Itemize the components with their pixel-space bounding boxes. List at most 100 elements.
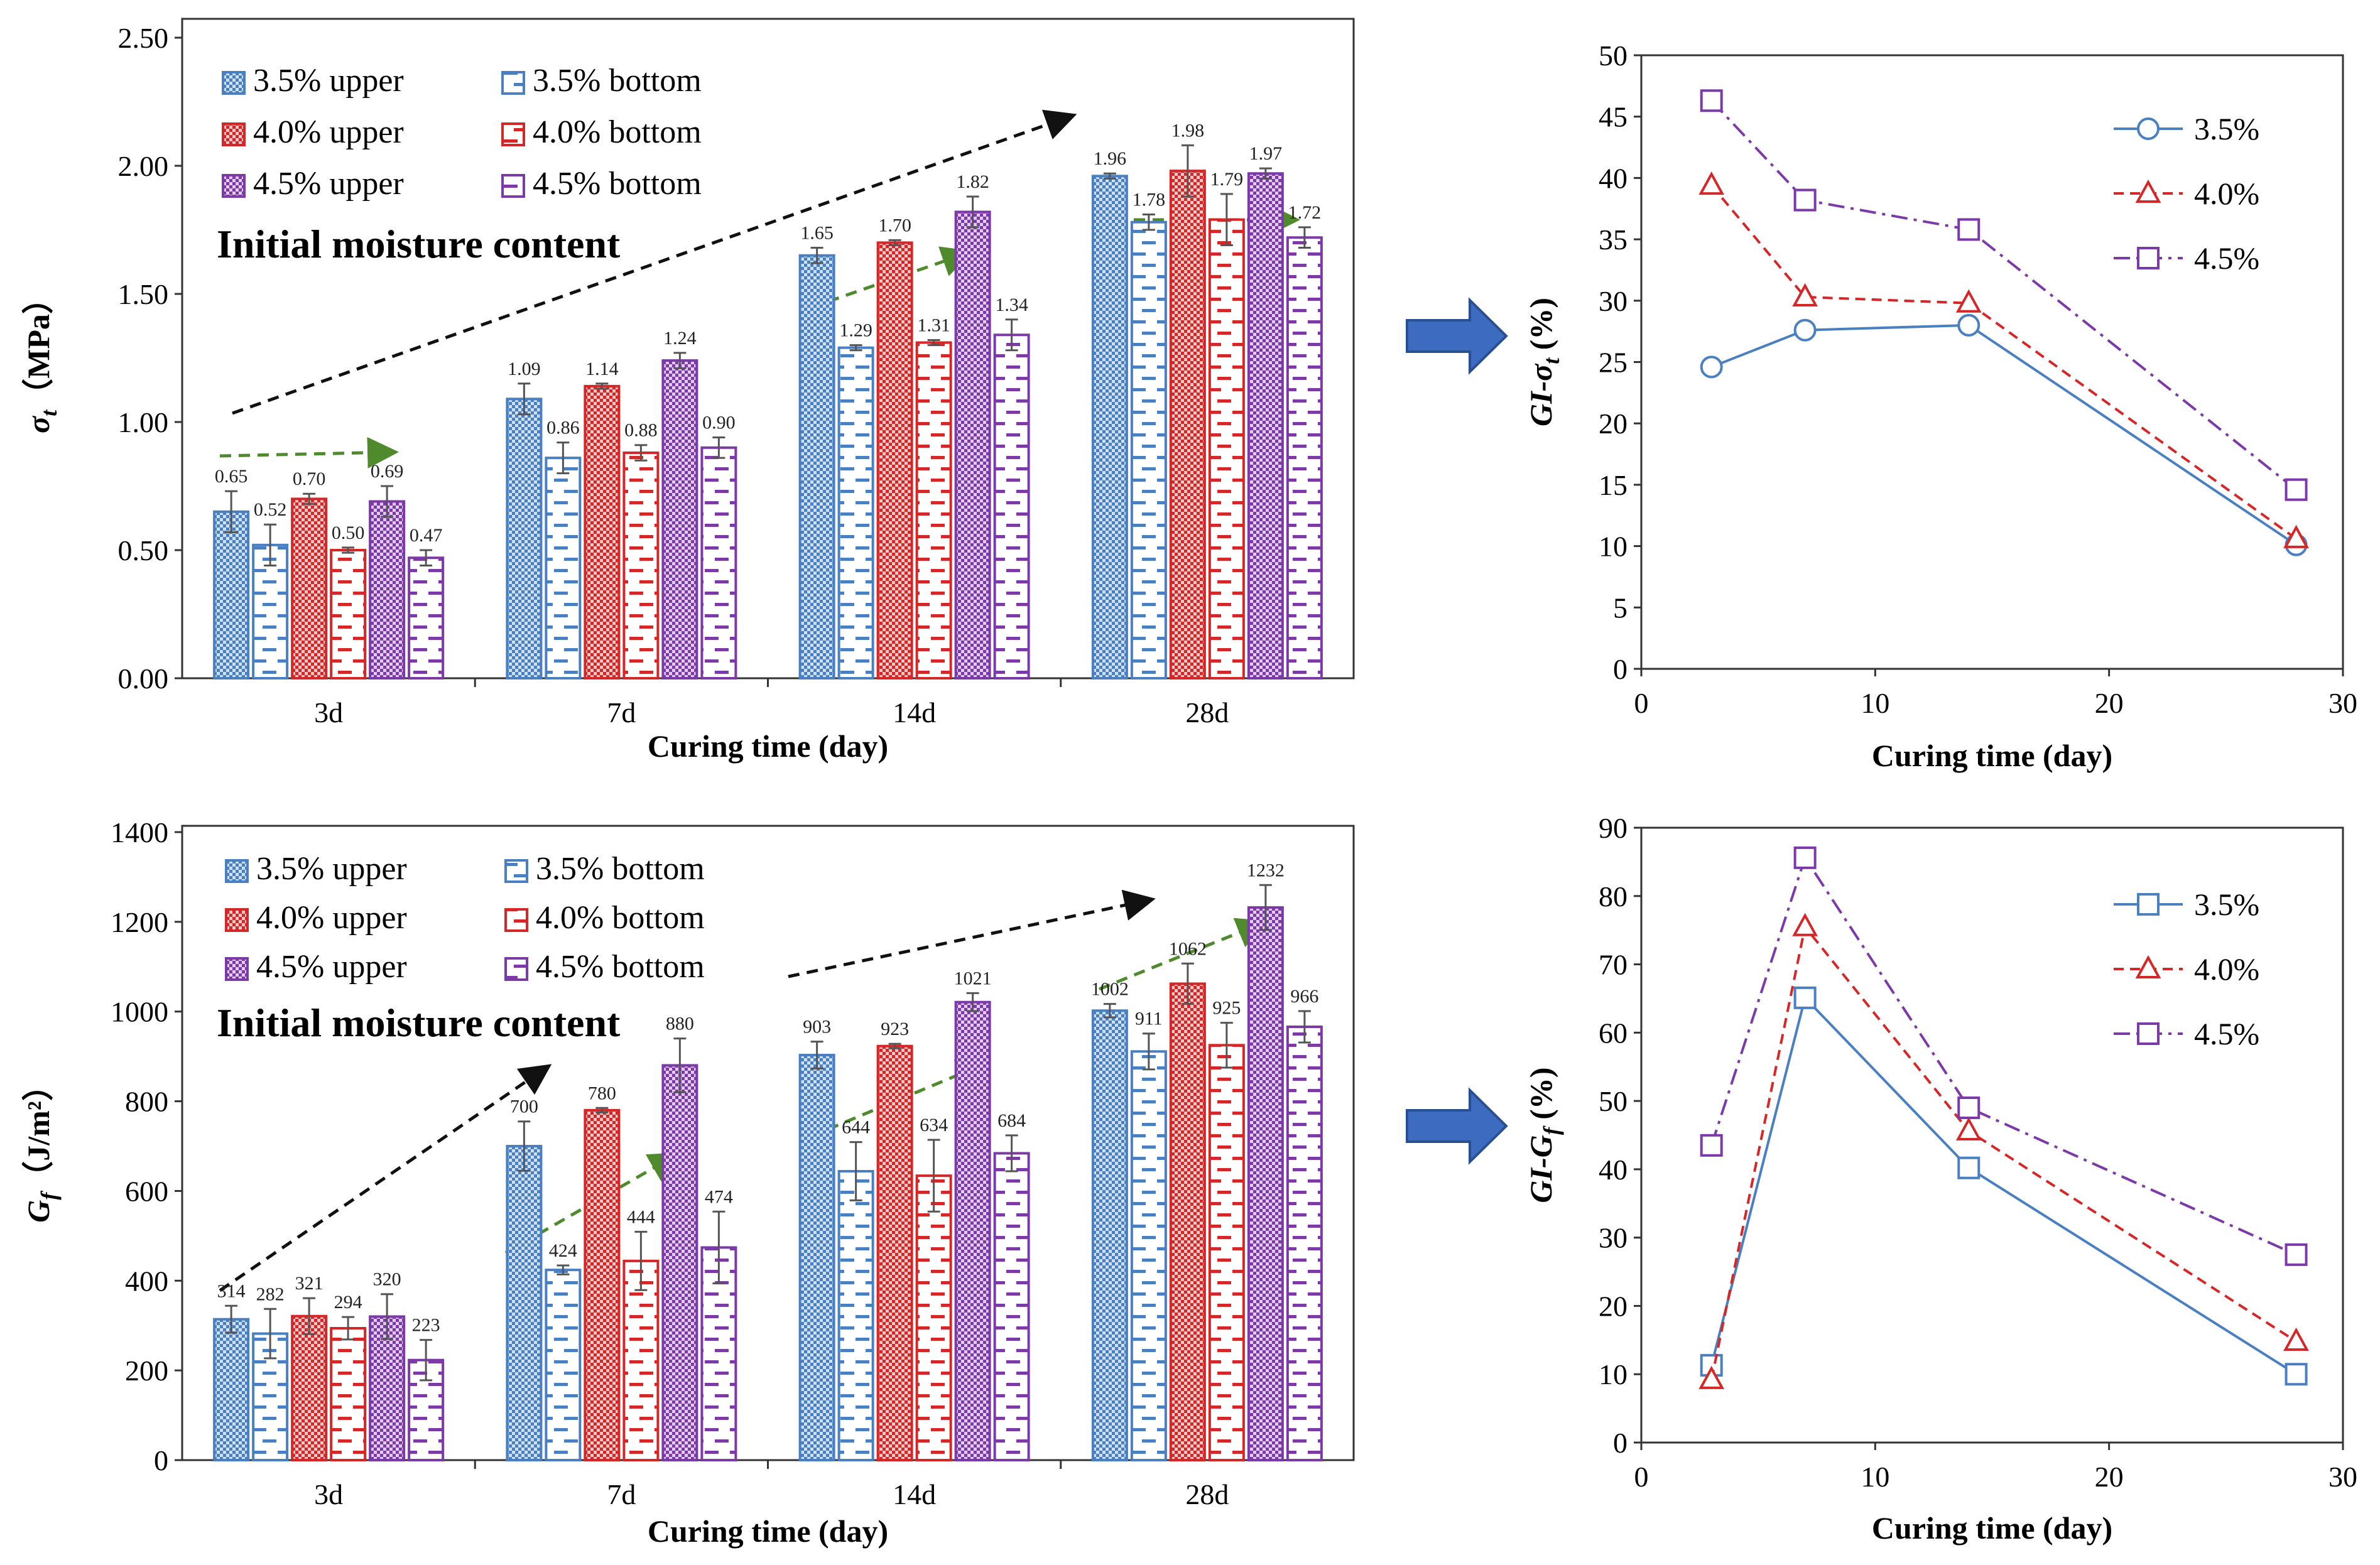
y-axis-title-text: Gf（J/m²）	[21, 1070, 62, 1223]
y-axis-title-unit: （MPa）	[21, 283, 56, 410]
marker-triangle	[2283, 1327, 2309, 1351]
y-tick-label: 2.50	[118, 22, 169, 54]
x-axis-title: Curing time (day)	[1872, 738, 2112, 773]
y-tick-label: 10	[1599, 531, 1627, 563]
y-tick-label: 20	[1599, 408, 1627, 440]
y-axis-title-text: GI-σt (%)	[1523, 298, 1564, 426]
data-label: 1002	[1091, 979, 1129, 1000]
series-line	[1710, 995, 2297, 1375]
bar	[213, 510, 250, 680]
bar	[408, 556, 445, 680]
bar	[1130, 220, 1167, 680]
bar	[506, 398, 543, 680]
x-tick-label: 28d	[1185, 1478, 1229, 1510]
y-tick-label: 20	[1599, 1290, 1627, 1322]
bar	[915, 1174, 952, 1461]
y-tick-label: 0	[1613, 653, 1627, 685]
bar	[1130, 1050, 1167, 1462]
bar	[837, 1170, 874, 1461]
data-label: 0.50	[332, 523, 365, 543]
legend-label: 3.5%	[2194, 111, 2259, 146]
y-axis-title-unit: （J/m²）	[21, 1070, 56, 1193]
y-tick-label: 1000	[111, 996, 168, 1028]
y-tick-label: 45	[1599, 101, 1627, 133]
marker-square	[1793, 188, 1817, 212]
legend-label: 3.5% bottom	[536, 851, 705, 887]
y-tick-label: 600	[125, 1175, 168, 1207]
y-tick-label: 0	[154, 1444, 168, 1476]
legend-label: 4.5%	[2194, 241, 2259, 276]
data-label: 700	[510, 1097, 538, 1117]
bar	[993, 333, 1030, 680]
bar	[291, 497, 328, 680]
x-tick-label: 10	[1861, 1461, 1889, 1493]
legend-swatch	[501, 122, 525, 146]
data-label: 1232	[1247, 860, 1285, 880]
bar	[915, 341, 952, 680]
marker-triangle	[2135, 955, 2161, 978]
legend-swatch	[504, 957, 528, 981]
y-tick-label: 0	[1613, 1427, 1627, 1459]
y-tick-label: 10	[1599, 1358, 1627, 1390]
legend-label: 3.5% upper	[256, 851, 407, 887]
y-tick-label: 2.00	[118, 150, 169, 182]
line_gi_gf-chart: 0 10 20 30 40 50 60 70 80 90 0 10 20 30 3.5% 4.0% 4.5% Cu…	[1523, 812, 2357, 1546]
legend-swatch	[504, 908, 528, 932]
series-line	[1710, 184, 2297, 540]
bar	[1091, 175, 1128, 680]
legend-label: 3.5% upper	[253, 63, 404, 99]
y-axis-title-sub: f	[1539, 1125, 1564, 1135]
legend-label: 4.5% upper	[253, 166, 404, 202]
data-label: 880	[666, 1014, 694, 1034]
data-label: 474	[705, 1186, 733, 1207]
series-line	[1710, 855, 2297, 1256]
y-tick-label: 1.50	[118, 278, 169, 310]
legend-label: 4.5% upper	[256, 949, 407, 985]
bar	[1091, 1009, 1128, 1462]
x-tick-label: 10	[1861, 687, 1889, 719]
bar	[1169, 170, 1206, 680]
marker-square	[2137, 247, 2160, 269]
series-line	[1710, 924, 2297, 1380]
marker-square	[1957, 218, 1981, 241]
data-label: 1.31	[917, 315, 950, 335]
x-tick-label: 28d	[1185, 696, 1229, 728]
y-tick-label: 40	[1599, 1154, 1627, 1186]
x-tick-label: 30	[2328, 687, 2357, 719]
x-tick-label: 14d	[893, 1478, 936, 1510]
y-tick-label: 90	[1599, 812, 1627, 844]
x-axis-title: Curing time (day)	[1872, 1510, 2112, 1546]
data-label: 966	[1290, 986, 1318, 1007]
data-label: 925	[1212, 998, 1241, 1019]
legend-label: 4.0% bottom	[533, 114, 702, 150]
marker-square	[1793, 986, 1817, 1009]
x-tick-label: 20	[2095, 687, 2124, 719]
y-axis-title-sub: f	[36, 1191, 62, 1200]
bar_fracture-chart: 0 200 400 600 800 1000 1200 1400 3d 314 282 321 294 3…	[21, 816, 1355, 1549]
legend-swatch	[222, 174, 246, 198]
data-label: 1.78	[1133, 190, 1166, 210]
y-axis-title-text: GI-Gf (%)	[1523, 1067, 1564, 1203]
legend-swatch	[501, 71, 525, 95]
legend-swatch	[225, 957, 249, 981]
bar	[798, 254, 835, 680]
data-label: 1.09	[508, 359, 541, 379]
legend-label: 4.5% bottom	[536, 949, 705, 985]
x-axis-title: Curing time (day)	[648, 1514, 888, 1549]
legend-label: 4.0% upper	[256, 900, 407, 936]
bar	[1169, 982, 1206, 1461]
trend-arrow-green	[1099, 918, 1269, 991]
bar	[506, 1145, 543, 1461]
x-axis-title: Curing time (day)	[648, 728, 888, 764]
y-tick-label: 5	[1613, 592, 1627, 624]
y-tick-label: 200	[125, 1355, 168, 1387]
marker-square	[2285, 1243, 2308, 1266]
bar	[1286, 236, 1323, 680]
bar	[369, 500, 406, 680]
y-tick-label: 800	[125, 1086, 168, 1118]
plot-frame	[1640, 826, 2344, 1444]
trend-arrow-green	[810, 1059, 989, 1139]
data-label: 1.29	[839, 320, 872, 341]
marker-triangle	[1698, 171, 1725, 195]
data-label: 1.79	[1210, 169, 1244, 190]
